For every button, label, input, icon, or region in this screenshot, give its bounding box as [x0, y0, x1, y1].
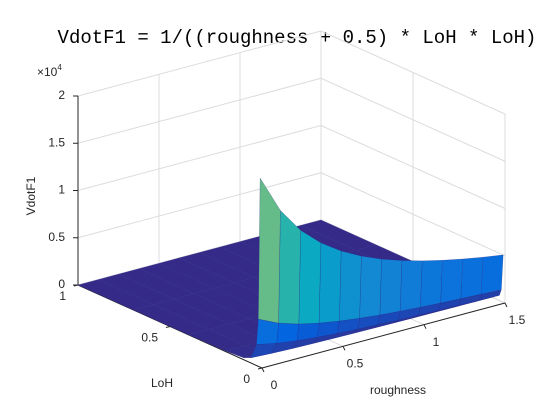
surface-patch: [276, 322, 300, 344]
y-tick-label: 0.5: [141, 331, 158, 345]
surface-patch: [258, 177, 281, 324]
surface-patch: [256, 318, 279, 345]
grid-line: [320, 77, 506, 162]
surface-patch: [480, 254, 504, 295]
surface-patch: [460, 256, 484, 299]
surface-patch: [318, 242, 342, 324]
chart-title: VdotF1 = 1/((roughness + 0.5) * LoH * Lo…: [58, 27, 537, 49]
z-tick-label: 1: [58, 183, 65, 197]
grid-line: [320, 125, 506, 209]
grid-line: [77, 125, 322, 191]
surface-patch: [440, 258, 463, 304]
grid-line: [77, 172, 322, 239]
x-tick-mark: [423, 324, 427, 329]
y-tick-mark: [257, 367, 263, 370]
z-exponent-base: ×10: [37, 65, 58, 79]
z-axis-label: VdotF1: [24, 176, 38, 215]
surface-patch: [420, 260, 443, 308]
z-tick-label: 0.5: [48, 230, 65, 244]
z-tick-label: 2: [58, 88, 65, 102]
surface-patch: [339, 250, 362, 322]
y-tick-label: 0: [243, 372, 250, 386]
z-tick-label: 1.5: [48, 135, 65, 149]
y-axis-label: LoH: [151, 376, 173, 390]
grid-line: [77, 30, 322, 97]
surface-patch: [278, 210, 301, 325]
grid-line: [320, 30, 506, 115]
x-tick-label: 1: [433, 335, 440, 349]
x-tick-label: 0.5: [347, 357, 364, 371]
surface-patch: [359, 255, 382, 319]
surface: [77, 177, 504, 359]
y-tick-label: 1: [59, 289, 66, 303]
surface-patch: [298, 229, 322, 325]
x-tick-mark: [261, 367, 265, 373]
x-tick-label: 1.5: [509, 313, 526, 327]
grid-line: [77, 77, 322, 144]
z-exponent-power: 4: [57, 63, 62, 72]
surface-patch: [399, 260, 423, 312]
grid-line: [320, 172, 506, 257]
y-tick-mark: [165, 326, 171, 328]
surface-patch: [379, 258, 403, 316]
x-axis-label: roughness: [370, 383, 426, 397]
z-tick-label: 0: [58, 277, 65, 291]
x-tick-label: 0: [271, 378, 278, 392]
x-axis-line: [261, 302, 506, 369]
x-tick-mark: [342, 346, 346, 351]
x-tick-mark: [504, 302, 508, 308]
z-exponent: ×104: [37, 63, 62, 79]
